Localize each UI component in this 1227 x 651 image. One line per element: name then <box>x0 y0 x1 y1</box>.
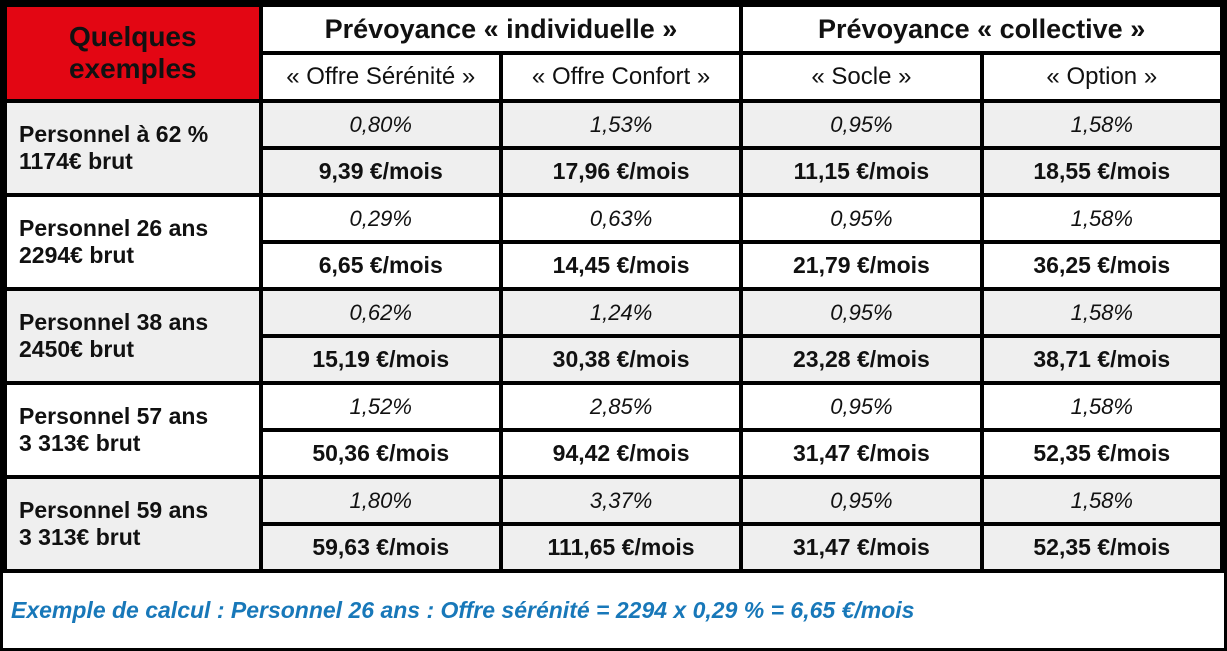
amount-cell: 111,65 €/mois <box>498 522 744 573</box>
row-label-line-2: 2450€ brut <box>19 336 135 362</box>
row-label: Personnel 57 ans 3 313€ brut <box>3 381 263 479</box>
corner-line-2: exemples <box>68 53 197 84</box>
amount-cell: 9,39 €/mois <box>258 146 503 197</box>
column-header-socle: « Socle » <box>739 51 984 103</box>
rate-cell: 0,80% <box>258 99 503 150</box>
amount-cell: 31,47 €/mois <box>739 522 984 573</box>
amount-cell: 38,71 €/mois <box>979 334 1225 385</box>
row-group-personnel-62pct: Personnel à 62 % 1174€ brut 0,80% 1,53% … <box>3 99 1225 197</box>
header-prevoyance-collective: Prévoyance « collective » <box>739 3 1224 55</box>
amount-cell: 50,36 €/mois <box>258 428 503 479</box>
corner-header-text: Quelques exemples <box>13 15 253 91</box>
rate-cell: 1,52% <box>258 381 503 432</box>
table-row: Personnel à 62 % 1174€ brut 0,80% 1,53% … <box>3 99 1225 197</box>
row-label-line-1: Personnel 38 ans <box>19 309 209 335</box>
row-label-line-2: 3 313€ brut <box>19 524 141 550</box>
amount-cell: 36,25 €/mois <box>979 240 1225 291</box>
row-label-line-1: Personnel à 62 % <box>19 121 209 147</box>
table-row: Personnel 59 ans 3 313€ brut 1,80% 3,37%… <box>3 475 1225 573</box>
calculation-note: Exemple de calcul : Personnel 26 ans : O… <box>3 573 1224 648</box>
amount-cell: 52,35 €/mois <box>979 522 1225 573</box>
row-label-line-2: 3 313€ brut <box>19 430 141 456</box>
row-label-line-1: Personnel 59 ans <box>19 497 209 523</box>
amount-cell: 11,15 €/mois <box>739 146 984 197</box>
amount-cell: 52,35 €/mois <box>979 428 1225 479</box>
amount-cell: 59,63 €/mois <box>258 522 503 573</box>
rate-cell: 1,58% <box>979 381 1225 432</box>
table-row: 6,65 €/mois 14,45 €/mois 21,79 €/mois 36… <box>5 240 1225 291</box>
rate-cell: 0,95% <box>739 193 984 244</box>
column-header-offre-serenite: « Offre Sérénité » <box>258 51 503 103</box>
row-group-personnel-38ans: Personnel 38 ans 2450€ brut 0,62% 1,24% … <box>3 287 1225 385</box>
amount-cell: 15,19 €/mois <box>258 334 503 385</box>
amount-cell: 18,55 €/mois <box>979 146 1225 197</box>
table-row: 50,36 €/mois 94,42 €/mois 31,47 €/mois 5… <box>5 428 1225 479</box>
rate-cell: 1,24% <box>498 287 744 338</box>
row-label: Personnel 59 ans 3 313€ brut <box>3 475 263 573</box>
rate-cell: 0,62% <box>258 287 503 338</box>
rate-cell: 0,63% <box>498 193 744 244</box>
amount-cell: 31,47 €/mois <box>739 428 984 479</box>
row-group-personnel-59ans: Personnel 59 ans 3 313€ brut 1,80% 3,37%… <box>3 475 1225 573</box>
rate-cell: 0,29% <box>258 193 503 244</box>
row-group-personnel-26ans: Personnel 26 ans 2294€ brut 0,29% 0,63% … <box>3 193 1225 291</box>
row-label-line-1: Personnel 26 ans <box>19 215 209 241</box>
amount-cell: 17,96 €/mois <box>498 146 744 197</box>
corner-line-1: Quelques <box>68 21 197 52</box>
amount-cell: 30,38 €/mois <box>498 334 744 385</box>
row-label-line-2: 2294€ brut <box>19 242 135 268</box>
rate-cell: 0,95% <box>739 287 984 338</box>
rate-cell: 1,53% <box>498 99 744 150</box>
rate-cell: 1,58% <box>979 99 1225 150</box>
table-row: Personnel 38 ans 2450€ brut 0,62% 1,24% … <box>3 287 1225 385</box>
rate-cell: 1,58% <box>979 287 1225 338</box>
rate-cell: 0,95% <box>739 99 984 150</box>
amount-cell: 6,65 €/mois <box>258 240 503 291</box>
header-group-row: Quelques exemples Prévoyance « individue… <box>3 3 1224 103</box>
amount-cell: 23,28 €/mois <box>739 334 984 385</box>
rate-cell: 1,58% <box>979 193 1225 244</box>
rate-cell: 0,95% <box>739 475 984 526</box>
rate-cell: 1,58% <box>979 475 1225 526</box>
rate-cell: 2,85% <box>498 381 744 432</box>
amount-cell: 21,79 €/mois <box>739 240 984 291</box>
table-row: 15,19 €/mois 30,38 €/mois 23,28 €/mois 3… <box>5 334 1225 385</box>
table-row: Personnel 57 ans 3 313€ brut 1,52% 2,85%… <box>3 381 1225 479</box>
row-label-line-1: Personnel 57 ans <box>19 403 209 429</box>
column-header-offre-confort: « Offre Confort » <box>498 51 744 103</box>
table-row: Personnel 26 ans 2294€ brut 0,29% 0,63% … <box>3 193 1225 291</box>
row-label: Personnel 26 ans 2294€ brut <box>3 193 263 291</box>
row-group-personnel-57ans: Personnel 57 ans 3 313€ brut 1,52% 2,85%… <box>3 381 1225 479</box>
header-prevoyance-individuelle: Prévoyance « individuelle » <box>258 3 744 55</box>
rate-cell: 1,80% <box>258 475 503 526</box>
row-label: Personnel à 62 % 1174€ brut <box>3 99 263 197</box>
row-label-line-2: 1174€ brut <box>19 148 133 174</box>
row-label: Personnel 38 ans 2450€ brut <box>3 287 263 385</box>
table-row: 59,63 €/mois 111,65 €/mois 31,47 €/mois … <box>5 522 1225 573</box>
amount-cell: 94,42 €/mois <box>498 428 744 479</box>
pricing-table: Quelques exemples Prévoyance « individue… <box>3 3 1225 573</box>
rate-cell: 3,37% <box>498 475 744 526</box>
header-column-row: « Offre Sérénité » « Offre Confort » « S… <box>5 51 1225 103</box>
table-row: 9,39 €/mois 17,96 €/mois 11,15 €/mois 18… <box>5 146 1225 197</box>
rate-cell: 0,95% <box>739 381 984 432</box>
amount-cell: 14,45 €/mois <box>498 240 744 291</box>
corner-header: Quelques exemples <box>3 3 263 103</box>
column-header-option: « Option » <box>979 51 1225 103</box>
